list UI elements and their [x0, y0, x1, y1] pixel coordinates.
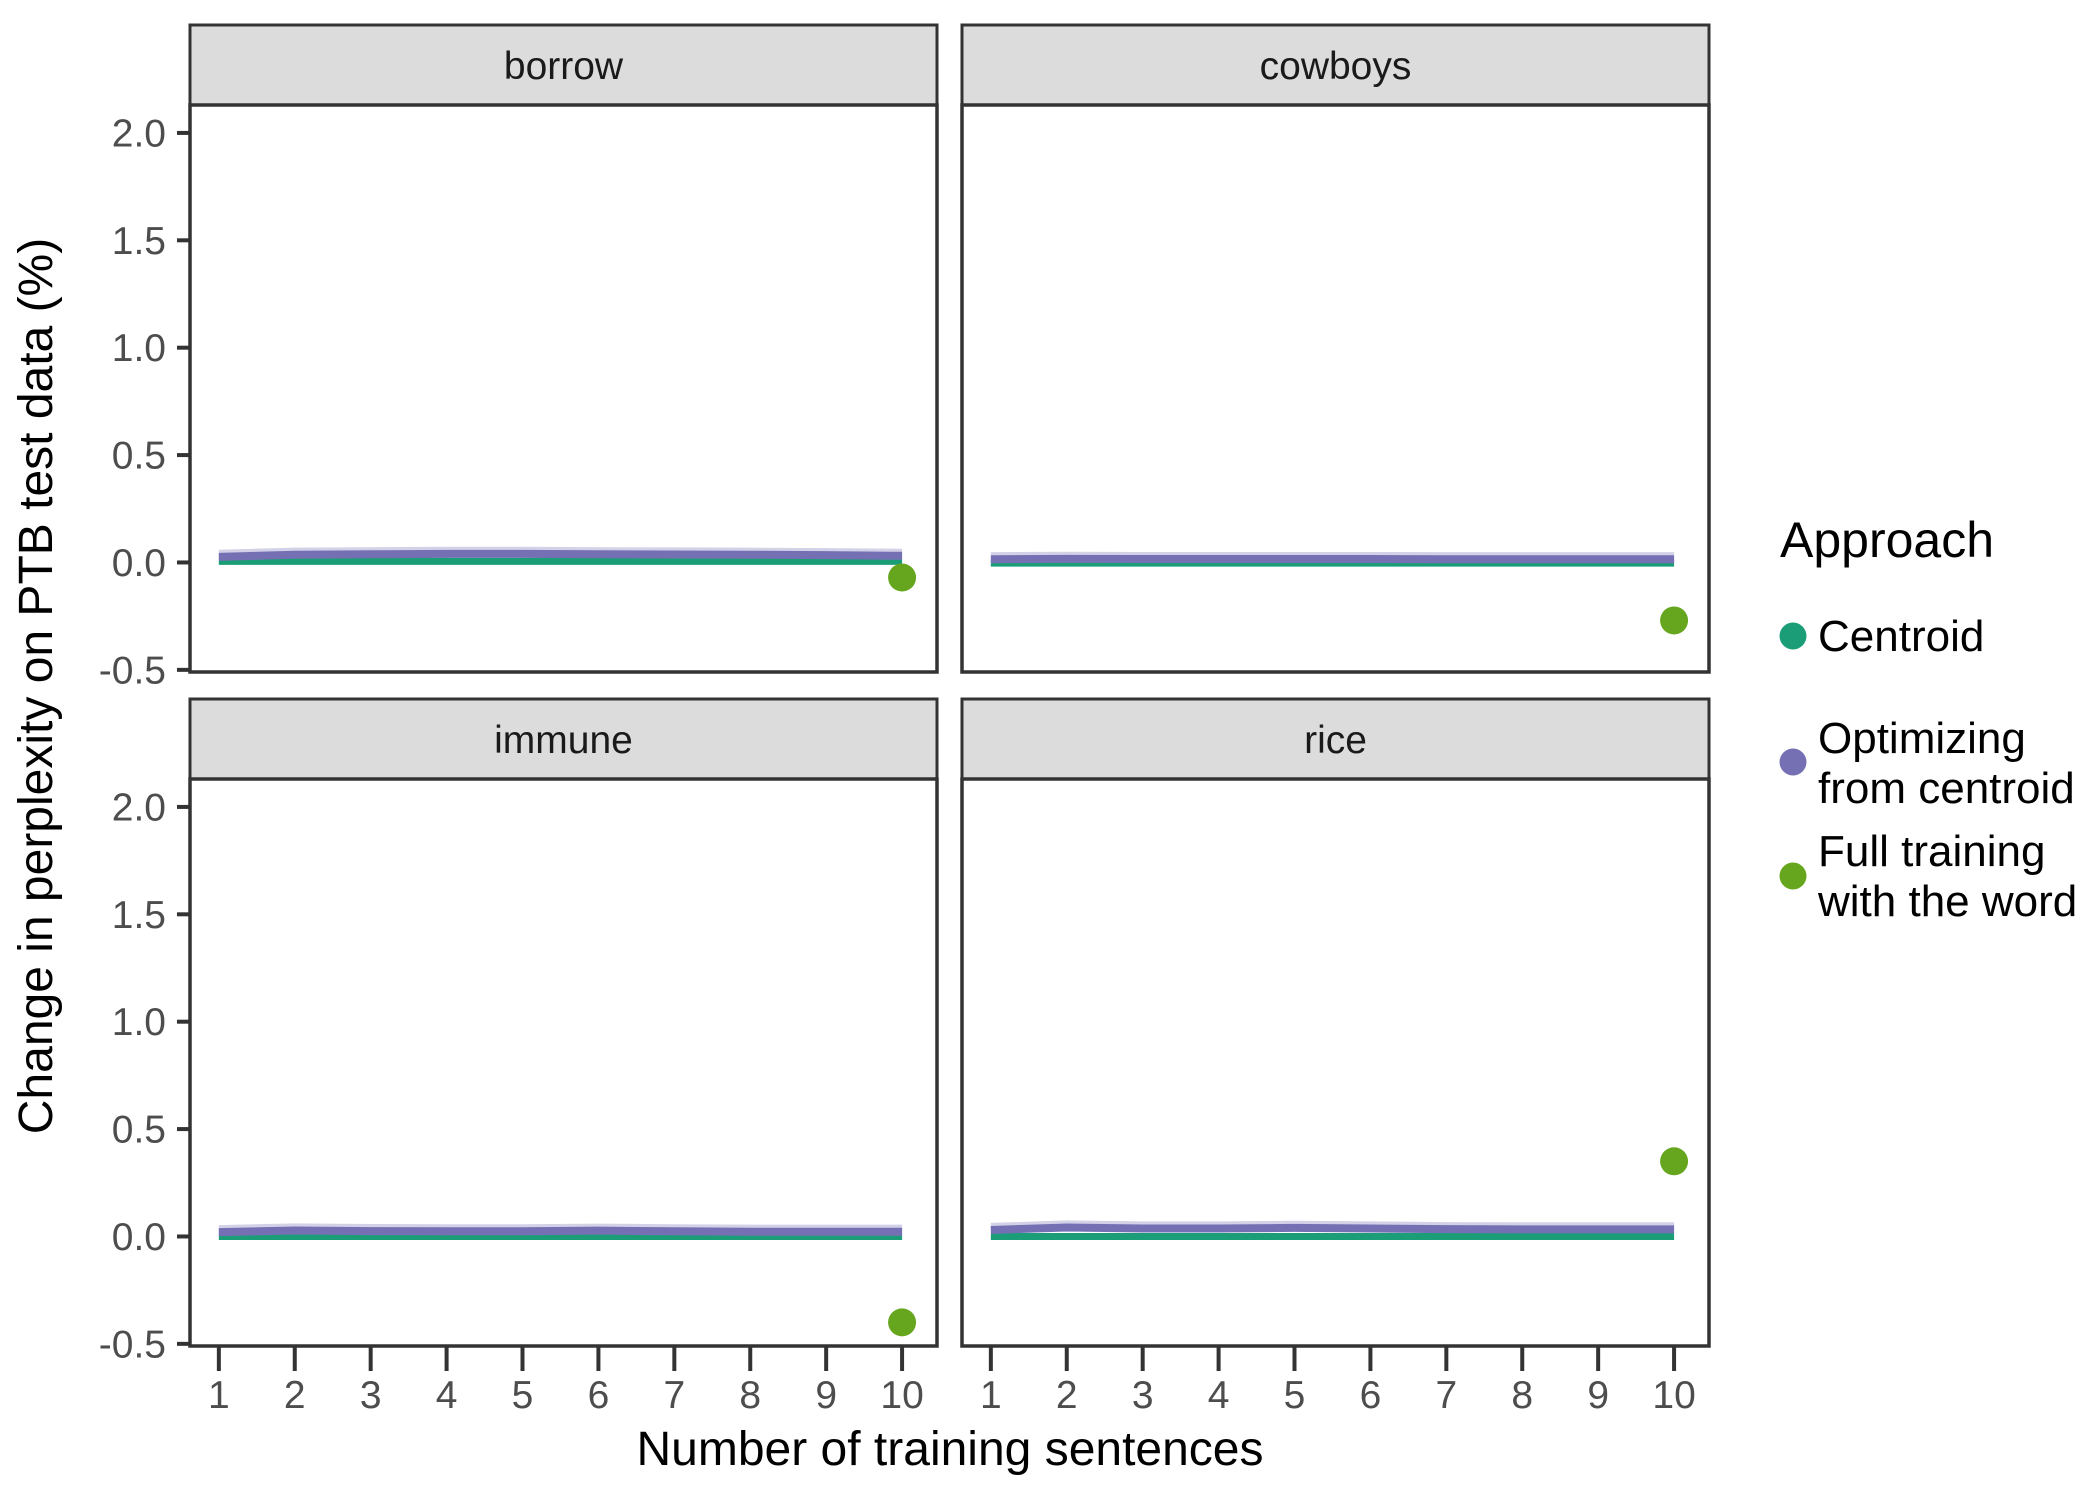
x-tick-label: 1 — [208, 1374, 230, 1417]
y-tick-label: 0.5 — [112, 1109, 166, 1152]
x-tick-label: 3 — [360, 1374, 382, 1417]
legend: Approach Centroid Optimizing from centro… — [1780, 512, 2078, 926]
y-axis-title: Change in perplexity on PTB test data (%… — [10, 238, 63, 1134]
x-tick-label: 2 — [1056, 1374, 1078, 1417]
facet-panel-borrow: -0.5 0.0 0.5 1.0 1.5 2.0 — [99, 25, 937, 692]
y-tick-label: 1.5 — [112, 220, 166, 263]
x-tick-label: 8 — [1511, 1374, 1533, 1417]
legend-label-line: with the word — [1817, 877, 2077, 926]
optimizing-line — [219, 554, 902, 557]
x-tick-label: 3 — [1132, 1374, 1154, 1417]
x-tick-label: 4 — [436, 1374, 458, 1417]
x-tick-label: 10 — [1652, 1374, 1695, 1417]
panel-background — [190, 779, 937, 1346]
legend-label-line: Optimizing — [1818, 714, 2026, 763]
legend-swatch-centroid — [1780, 623, 1807, 650]
y-tick-label: -0.5 — [99, 1323, 166, 1366]
y-tick-label: 0.0 — [112, 542, 166, 585]
x-tick-label: 6 — [1360, 1374, 1382, 1417]
y-tick-label: 1.0 — [112, 1001, 166, 1044]
x-tick-label: 7 — [1435, 1374, 1457, 1417]
y-tick-label: 1.0 — [112, 327, 166, 370]
panel-background — [962, 105, 1709, 672]
full-training-point — [1660, 1147, 1688, 1175]
legend-swatch-optimizing-from-centroid — [1780, 749, 1807, 776]
y-tick-label: -0.5 — [99, 649, 166, 692]
x-tick-label: 7 — [663, 1374, 685, 1417]
y-tick-label: 2.0 — [112, 786, 166, 829]
x-tick-label: 4 — [1208, 1374, 1230, 1417]
legend-label-optimizing-from-centroid: Optimizing from centroid — [1818, 714, 2075, 813]
legend-label-centroid: Centroid — [1818, 612, 1984, 661]
facet-label-cowboys: cowboys — [1260, 45, 1412, 88]
legend-title: Approach — [1780, 512, 1994, 568]
full-training-point — [1660, 606, 1688, 634]
x-tick-label: 5 — [1284, 1374, 1306, 1417]
facet-panel-rice: 1 2 3 4 5 6 7 8 9 10 — [962, 699, 1709, 1417]
x-tick-label: 8 — [739, 1374, 761, 1417]
x-tick-label: 6 — [588, 1374, 610, 1417]
legend-label-line: from centroid — [1818, 764, 2075, 813]
panel-background — [962, 779, 1709, 1346]
facet-panel-immune: -0.5 0.0 0.5 1.0 1.5 2.0 1 2 3 4 5 6 7 8 9 10 — [99, 699, 937, 1417]
optimizing-line — [219, 1230, 902, 1232]
y-tick-label: 0.5 — [112, 435, 166, 478]
x-tick-label: 10 — [880, 1374, 923, 1417]
legend-label-line: Full training — [1818, 827, 2045, 876]
full-training-point — [888, 1308, 916, 1336]
panels-layer: -0.5 0.0 0.5 1.0 1.5 2.0 -0.5 0.0 0.5 1.0 1.5 2.0 1 2… — [99, 25, 1709, 1417]
y-tick-label: 2.0 — [112, 112, 166, 155]
x-axis-title: Number of training sentences — [637, 1423, 1264, 1476]
x-tick-label: 2 — [284, 1374, 306, 1417]
panel-background — [190, 105, 937, 672]
y-tick-label: 1.5 — [112, 894, 166, 937]
y-tick-label: 0.0 — [112, 1216, 166, 1259]
facet-label-rice: rice — [1304, 719, 1367, 762]
x-tick-label: 5 — [512, 1374, 534, 1417]
legend-label-full-training: Full training with the word — [1817, 827, 2077, 926]
x-tick-label: 9 — [1587, 1374, 1609, 1417]
x-tick-label: 9 — [815, 1374, 837, 1417]
x-tick-label: 1 — [980, 1374, 1002, 1417]
legend-swatch-full-training — [1780, 863, 1807, 890]
facet-panel-cowboys — [962, 25, 1709, 672]
facet-label-immune: immune — [494, 719, 633, 762]
facet-label-borrow: borrow — [504, 45, 624, 88]
optimizing-line — [991, 1227, 1674, 1230]
full-training-point — [888, 564, 916, 592]
